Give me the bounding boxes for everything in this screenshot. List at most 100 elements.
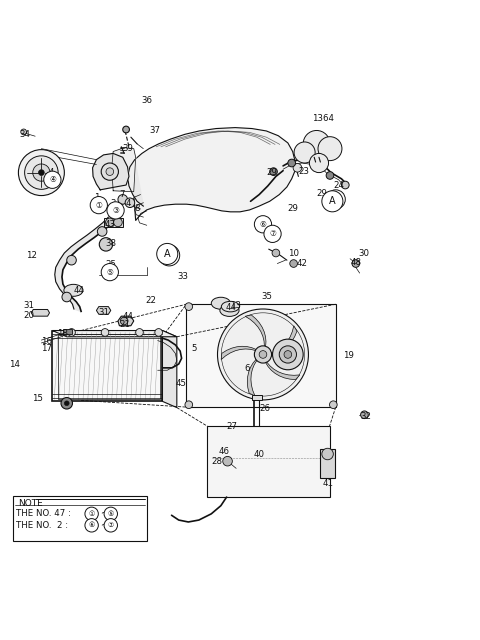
Text: 8: 8 [135,204,140,213]
Text: 33: 33 [178,273,189,282]
Polygon shape [272,326,297,355]
Bar [58,334,159,399]
Polygon shape [96,307,111,314]
Text: 15: 15 [32,394,43,403]
Text: 7: 7 [120,190,125,199]
Text: 17: 17 [41,344,52,353]
Circle shape [326,172,334,179]
Polygon shape [93,154,129,190]
Circle shape [360,411,368,419]
Circle shape [136,328,144,336]
Circle shape [106,218,114,227]
Circle shape [101,163,119,180]
Polygon shape [52,330,162,401]
Text: 29: 29 [287,204,298,214]
Polygon shape [162,330,177,408]
Text: ①: ① [88,511,95,517]
Circle shape [85,518,98,532]
Ellipse shape [221,301,240,312]
Circle shape [352,260,360,268]
Text: 41: 41 [323,479,333,488]
Circle shape [284,351,292,358]
Text: 31: 31 [99,308,110,317]
Ellipse shape [64,284,83,296]
Polygon shape [55,217,116,312]
Circle shape [125,198,135,207]
Text: ④: ④ [49,175,56,184]
Text: 4: 4 [48,168,54,177]
Circle shape [64,401,69,406]
Text: 23: 23 [299,167,310,176]
Circle shape [104,518,118,532]
Circle shape [61,397,72,409]
Text: ⑤: ⑤ [108,511,114,517]
Text: 24: 24 [333,180,344,189]
Text: 44: 44 [226,303,237,312]
Polygon shape [128,159,144,206]
Bar [252,395,262,400]
Circle shape [24,156,58,189]
Circle shape [322,448,333,460]
Polygon shape [247,360,257,396]
Text: THE NO. 47 :: THE NO. 47 : [16,509,72,518]
Circle shape [38,170,44,175]
Circle shape [288,159,296,167]
Text: 20: 20 [24,310,35,320]
Text: 36: 36 [142,96,153,106]
Circle shape [264,225,281,243]
Circle shape [120,317,128,324]
Circle shape [90,196,108,214]
Circle shape [101,264,119,281]
Text: 31: 31 [24,301,35,310]
Circle shape [106,168,114,175]
Circle shape [279,346,297,363]
Text: 14: 14 [9,360,20,369]
Text: 21: 21 [120,320,131,330]
Circle shape [259,351,267,358]
Text: 32: 32 [360,412,372,421]
Text: 3: 3 [111,198,116,208]
Text: 9: 9 [258,221,264,230]
Text: 12: 12 [25,251,36,260]
Polygon shape [265,362,300,380]
Circle shape [33,164,50,181]
Circle shape [118,195,128,204]
Text: ⑦: ⑦ [269,229,276,238]
Text: ⑥: ⑥ [88,522,95,529]
Text: 35: 35 [262,292,273,301]
Text: 28: 28 [211,457,222,466]
Circle shape [97,227,107,236]
Text: 22: 22 [145,296,156,305]
Polygon shape [52,330,177,337]
Text: 4: 4 [126,198,131,208]
Text: 37: 37 [149,127,160,136]
Text: 29: 29 [317,189,327,198]
Polygon shape [245,315,266,346]
Text: 25: 25 [105,259,116,269]
Text: 38: 38 [105,239,116,248]
Polygon shape [31,310,49,316]
Text: 34: 34 [20,130,31,139]
Circle shape [85,507,98,520]
Circle shape [44,171,61,188]
Polygon shape [320,449,335,478]
Text: ⑥: ⑥ [260,220,266,228]
Bar [104,218,123,227]
Text: ③: ③ [112,206,119,215]
Text: ~: ~ [100,521,107,530]
Circle shape [257,220,266,229]
Text: 39: 39 [123,144,133,153]
Text: 5: 5 [191,344,197,353]
Circle shape [104,507,118,520]
Text: 13: 13 [230,301,241,310]
Text: ①: ① [96,200,102,210]
Text: 29: 29 [266,168,277,177]
Text: ~: ~ [100,509,107,518]
Circle shape [157,243,178,264]
Circle shape [18,150,64,196]
Circle shape [217,309,309,400]
Circle shape [185,401,192,408]
Text: 40: 40 [253,451,264,460]
Polygon shape [133,127,295,220]
Text: A: A [329,196,336,206]
